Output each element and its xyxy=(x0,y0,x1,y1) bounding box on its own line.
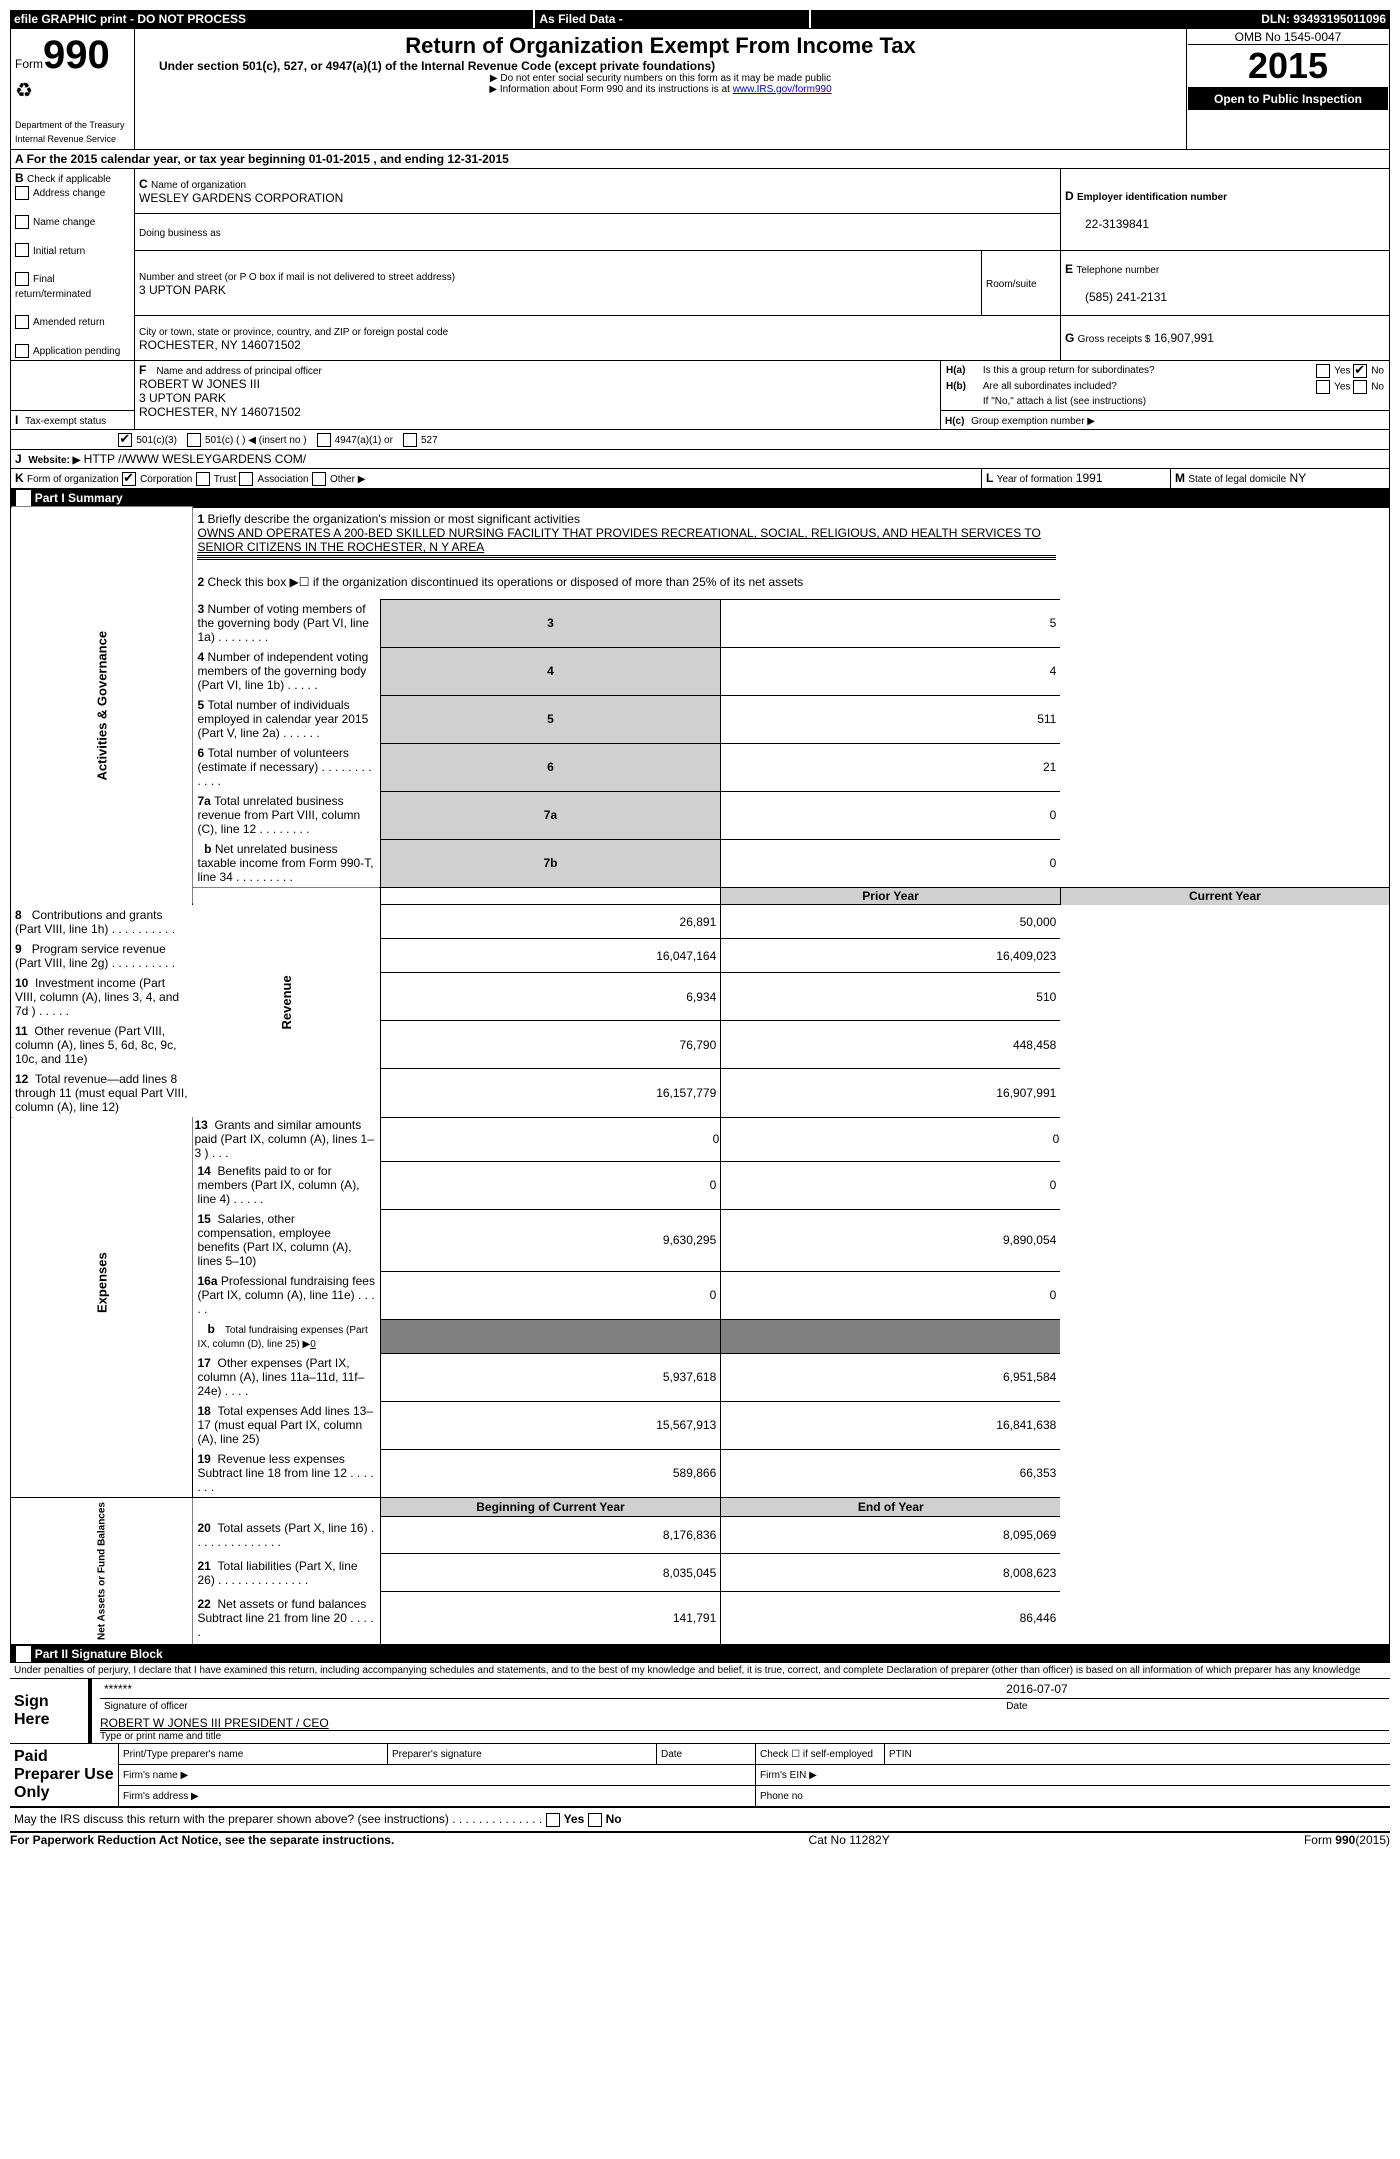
gross-receipts: 16,907,991 xyxy=(1154,331,1214,345)
ein: 22-3139841 xyxy=(1065,217,1149,231)
efile-text: efile GRAPHIC print - DO NOT PROCESS xyxy=(14,12,246,26)
side-activities: Activities & Governance xyxy=(11,507,193,905)
app-pending-chk[interactable] xyxy=(15,344,29,358)
omb-number: OMB No 1545-0047 xyxy=(1188,30,1388,45)
city: ROCHESTER, NY 146071502 xyxy=(139,338,301,352)
addr-change-chk[interactable] xyxy=(15,186,29,200)
perjury-text: Under penalties of perjury, I declare th… xyxy=(10,1663,1390,1678)
irs-link[interactable]: www.IRS.gov/form990 xyxy=(733,84,832,95)
street: 3 UPTON PARK xyxy=(139,283,226,297)
top-bar: efile GRAPHIC print - DO NOT PROCESS As … xyxy=(10,10,1390,28)
form-note1: ▶ Do not enter social security numbers o… xyxy=(139,73,1182,84)
dept-text: Department of the Treasury xyxy=(15,120,125,130)
initial-return-chk[interactable] xyxy=(15,243,29,257)
part1-body: Activities & Governance 1 Briefly descri… xyxy=(10,507,1390,1646)
entity-section: B Check if applicable Address change Nam… xyxy=(10,169,1390,361)
form-header: Form990 ♻ Department of the Treasury Int… xyxy=(10,28,1390,150)
part2-header: Part II Signature Block xyxy=(10,1645,1390,1663)
name-change-chk[interactable] xyxy=(15,215,29,229)
form-org-row: K Form of organization Corporation Trust… xyxy=(10,469,1390,489)
final-return-chk[interactable] xyxy=(15,272,29,286)
form-subtitle: Under section 501(c), 527, or 4947(a)(1)… xyxy=(139,59,1182,73)
website: HTTP //WWW WESLEYGARDENS COM/ xyxy=(84,452,306,466)
form-title: Return of Organization Exempt From Incom… xyxy=(139,33,1182,59)
sign-here-block: Sign Here ******2016-07-07 Signature of … xyxy=(10,1678,1390,1744)
tax-year: 2015 xyxy=(1188,45,1388,88)
tax-status-row: 501(c)(3) 501(c) ( ) ◀ (insert no ) 4947… xyxy=(10,430,1390,450)
org-name: WESLEY GARDENS CORPORATION xyxy=(139,191,343,205)
footer: For Paperwork Reduction Act Notice, see … xyxy=(10,1833,1390,1847)
dln-label: DLN: xyxy=(1261,12,1290,26)
side-expenses: Expenses xyxy=(11,1117,193,1449)
officer-name: ROBERT W JONES III PRESIDENT / CEO xyxy=(100,1716,1389,1730)
website-row: J Website: ▶ HTTP //WWW WESLEYGARDENS CO… xyxy=(10,450,1390,469)
paid-preparer-block: Paid Preparer Use Only Print/Type prepar… xyxy=(10,1744,1390,1808)
asfiled-text: As Filed Data - xyxy=(539,12,622,26)
501c3-chk[interactable] xyxy=(118,433,132,447)
discuss-row: May the IRS discuss this return with the… xyxy=(10,1808,1390,1833)
line-a: A For the 2015 calendar year, or tax yea… xyxy=(10,150,1390,169)
amended-chk[interactable] xyxy=(15,315,29,329)
form-number: 990 xyxy=(43,33,110,77)
side-netassets: Net Assets or Fund Balances xyxy=(11,1498,193,1645)
recycle-icon: ♻ xyxy=(15,80,33,102)
discuss-yes-chk[interactable] xyxy=(546,1813,560,1827)
part1-header: Part I Summary xyxy=(10,489,1390,507)
discuss-no-chk[interactable] xyxy=(588,1813,602,1827)
phone: (585) 241-2131 xyxy=(1065,290,1167,304)
dln-value: 93493195011096 xyxy=(1293,12,1386,26)
officer-section: F Name and address of principal officer … xyxy=(10,361,1390,430)
open-public: Open to Public Inspection xyxy=(1188,88,1388,110)
form-word: Form xyxy=(15,57,43,71)
mission-text: OWNS AND OPERATES A 200-BED SKILLED NURS… xyxy=(197,526,1040,554)
side-revenue: Revenue xyxy=(193,888,380,1118)
form-note2: ▶ Information about Form 990 and its ins… xyxy=(139,84,1182,95)
irs-text: Internal Revenue Service xyxy=(15,134,116,144)
